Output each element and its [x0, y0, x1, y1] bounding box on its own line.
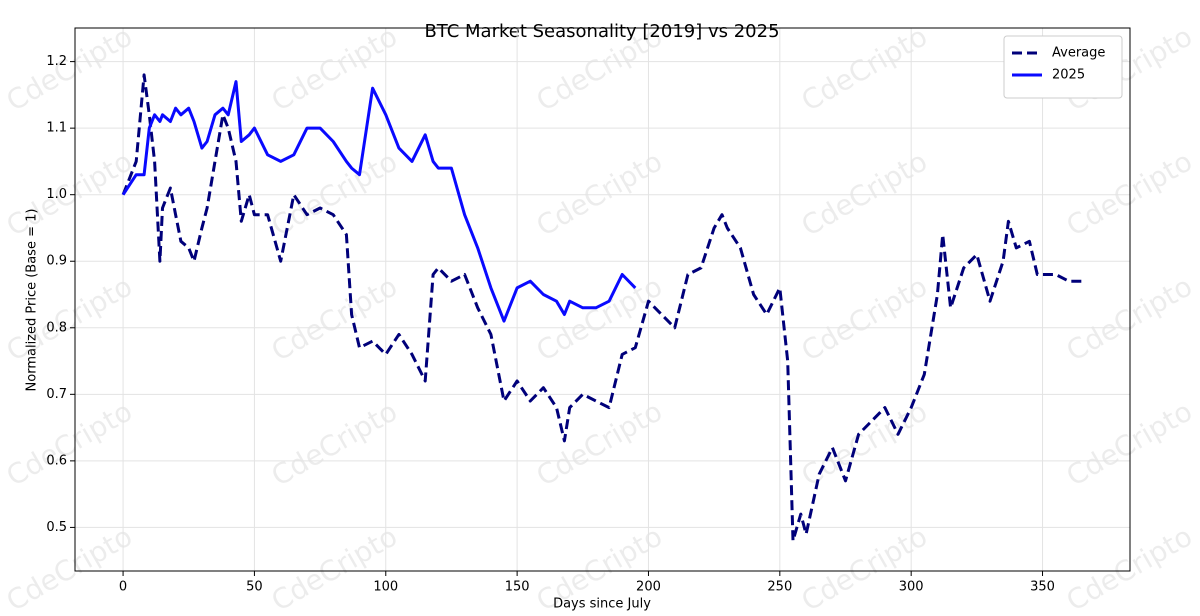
series-line: [121, 80, 637, 323]
y-tick-label: 0.5: [46, 520, 67, 535]
watermark: CdeCripto: [796, 520, 933, 616]
x-tick-label: 50: [246, 580, 263, 595]
x-tick-label: 300: [899, 580, 924, 595]
watermark: CdeCripto: [1061, 145, 1198, 243]
x-axis-label: Days since July: [553, 597, 651, 612]
y-tick-label: 0.8: [46, 320, 67, 335]
y-axis-label: Normalized Price (Base = 1): [25, 209, 40, 392]
x-tick-label: 100: [373, 580, 398, 595]
watermark: CdeCripto: [796, 145, 933, 243]
series-line: [121, 73, 1082, 543]
y-tick-label: 1.2: [46, 54, 67, 69]
watermark: CdeCripto: [266, 395, 403, 493]
watermark: CdeCripto: [266, 270, 403, 368]
x-tick-label: 0: [119, 580, 127, 595]
x-tick-label: 200: [636, 580, 661, 595]
x-tick-label: 350: [1030, 580, 1055, 595]
y-tick-label: 0.9: [46, 254, 67, 269]
x-tick-label: 150: [505, 580, 530, 595]
chart-title: BTC Market Seasonality [2019] vs 2025: [424, 21, 779, 42]
watermark: CdeCripto: [531, 145, 668, 243]
y-tick-label: 0.7: [46, 387, 67, 402]
watermark: CdeCripto: [266, 20, 403, 118]
watermark: CdeCripto: [1, 270, 138, 368]
watermark: CdeCripto: [1061, 270, 1198, 368]
y-tick-label: 1.0: [46, 187, 67, 202]
plot-frame: [74, 27, 1131, 572]
watermark: CdeCripto: [1, 395, 138, 493]
watermark: CdeCripto: [266, 520, 403, 616]
legend-label: 2025: [1052, 68, 1085, 83]
watermark: CdeCripto: [1, 20, 138, 118]
watermark: CdeCripto: [796, 270, 933, 368]
watermark: CdeCripto: [1061, 395, 1198, 493]
watermark: CdeCripto: [531, 395, 668, 493]
x-tick-label: 250: [767, 580, 792, 595]
watermark: CdeCripto: [796, 395, 933, 493]
watermark: CdeCripto: [1061, 520, 1198, 616]
watermark: CdeCripto: [1, 520, 138, 616]
y-tick-label: 1.1: [46, 121, 67, 136]
legend-label: Average: [1052, 46, 1105, 61]
y-tick-label: 0.6: [46, 453, 67, 468]
watermark: CdeCripto: [796, 20, 933, 118]
watermark: CdeCripto: [1, 145, 138, 243]
watermark: CdeCripto: [531, 270, 668, 368]
